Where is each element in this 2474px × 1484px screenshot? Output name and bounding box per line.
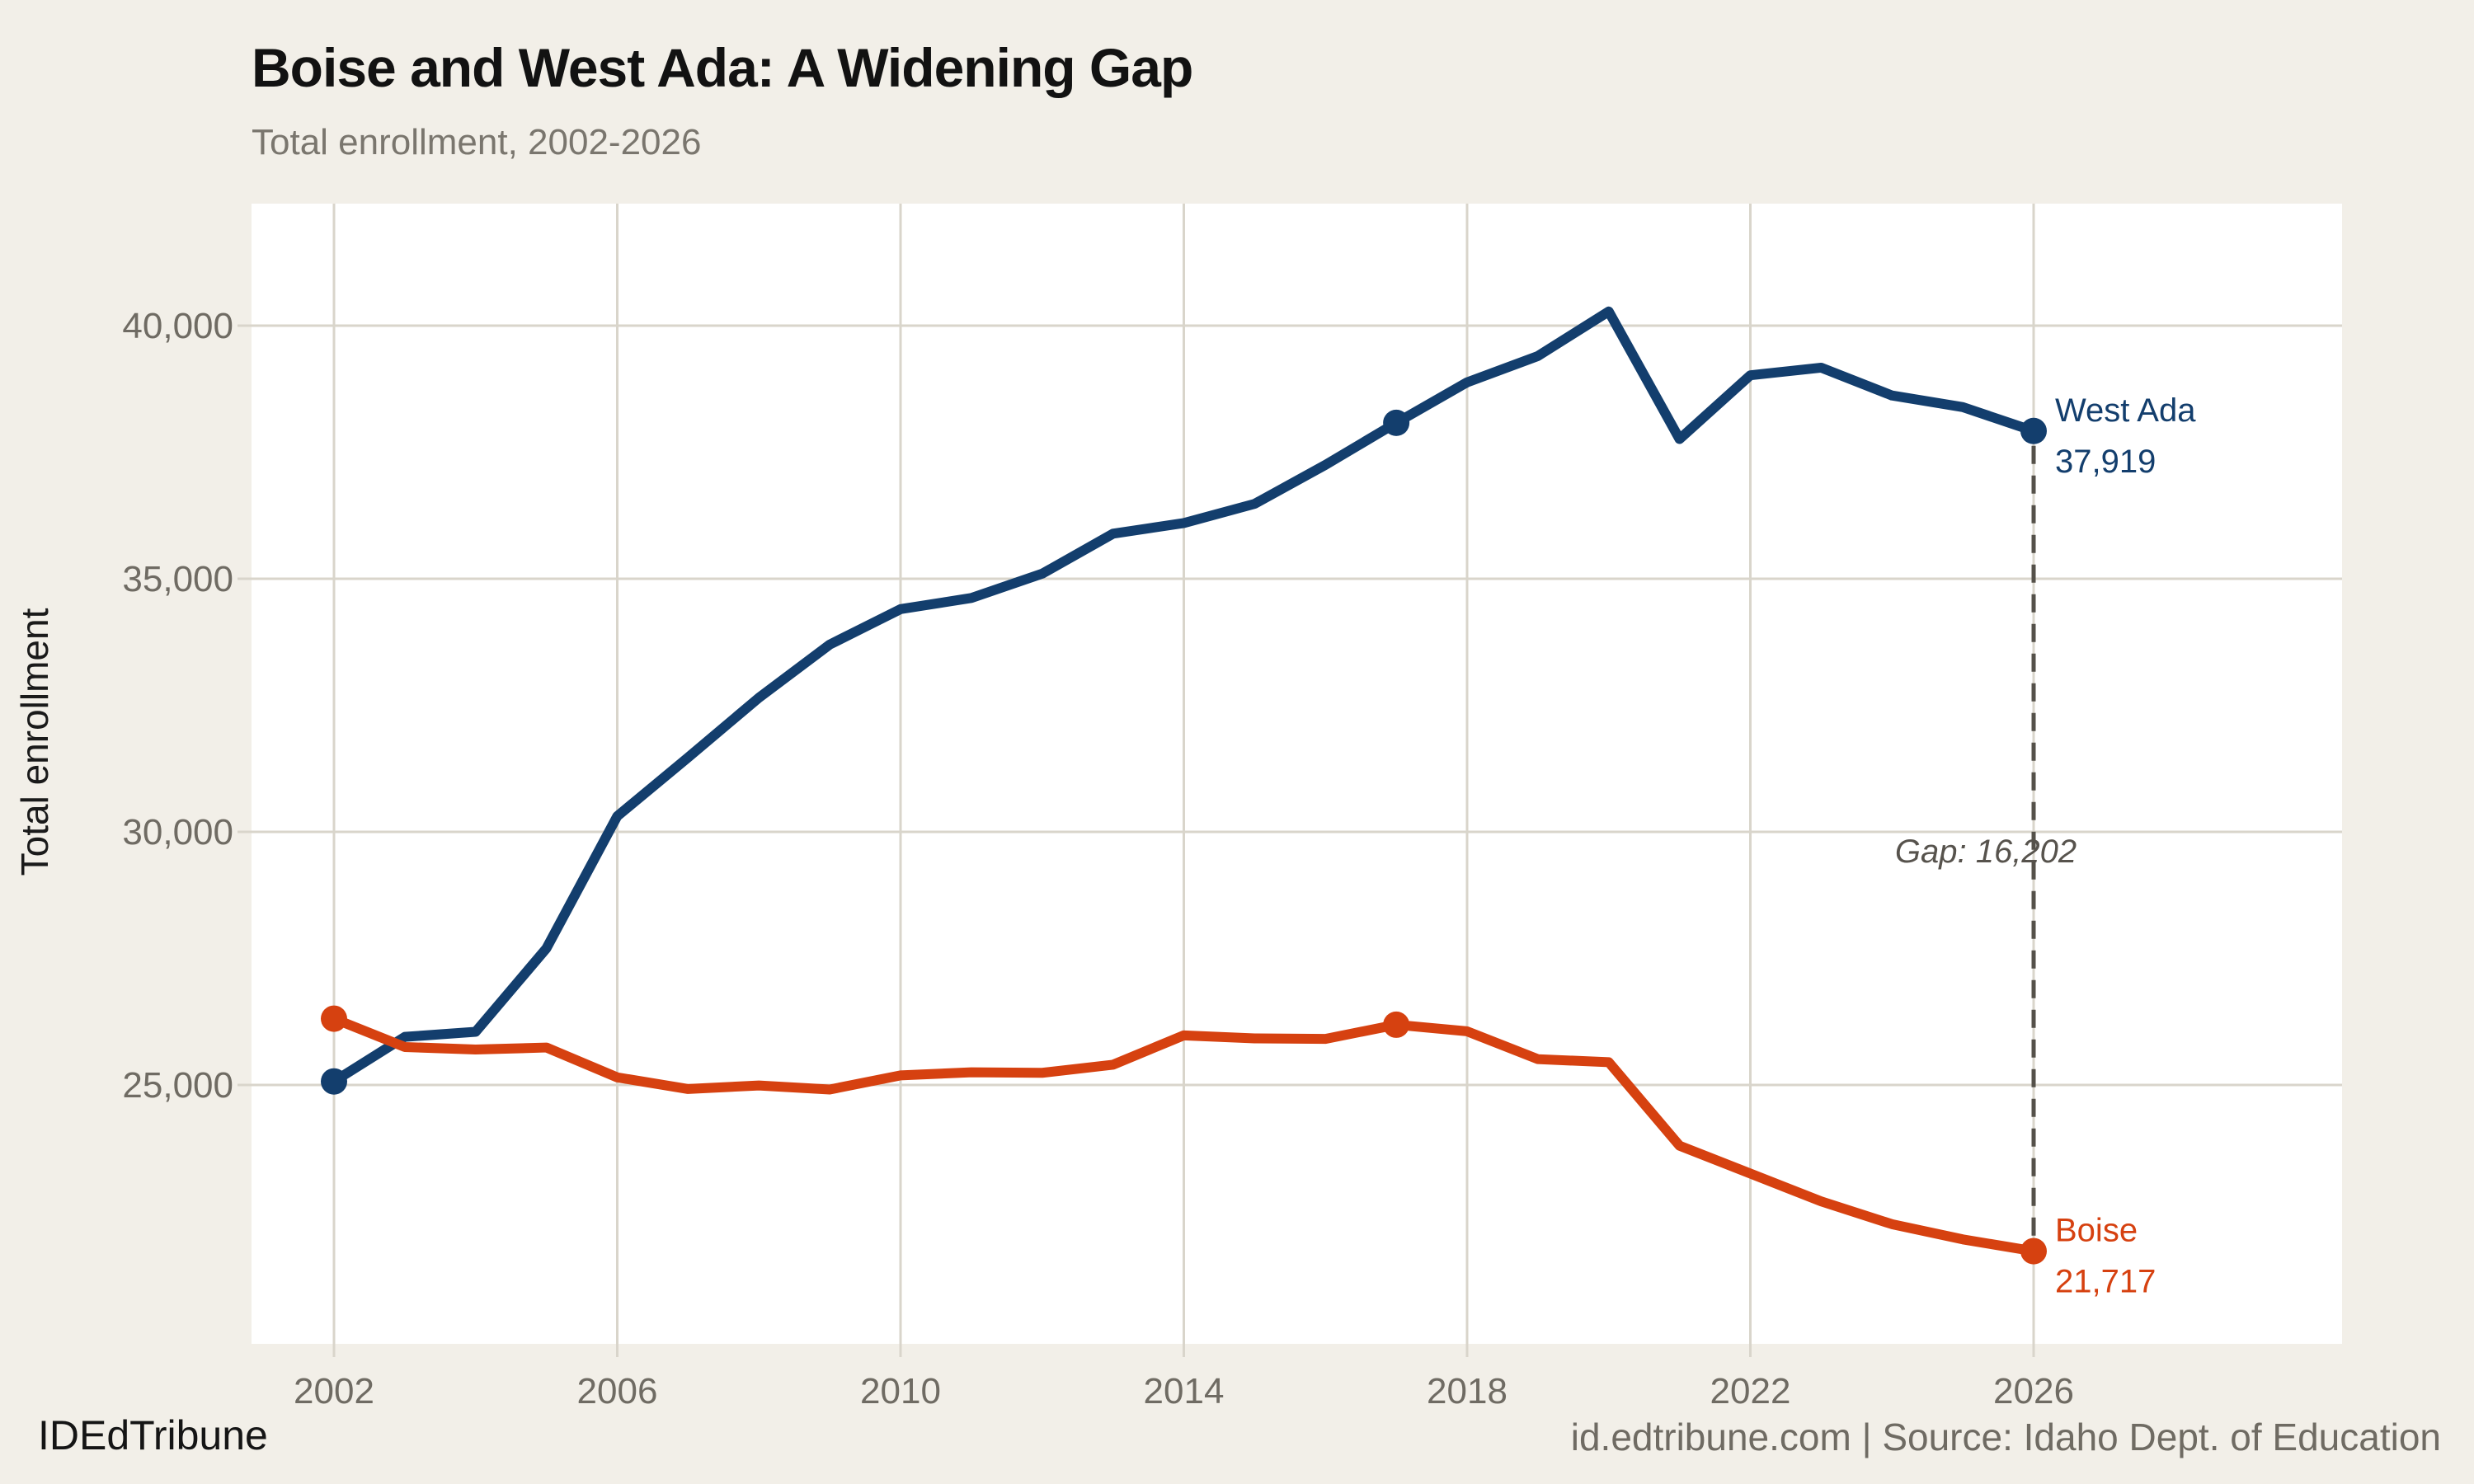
y-tick-label-35000: 35,000 bbox=[122, 559, 233, 599]
marker-dot-boise-2017 bbox=[1383, 1011, 1410, 1038]
footer-source-attribution: id.edtribune.com | Source: Idaho Dept. o… bbox=[1570, 1416, 2441, 1458]
x-tick-label-2022: 2022 bbox=[1710, 1371, 1791, 1411]
end-label-name-boise: Boise bbox=[2055, 1213, 2138, 1249]
marker-dot-boise-2026 bbox=[2020, 1237, 2047, 1265]
marker-dot-west-ada-2017 bbox=[1383, 409, 1410, 436]
y-tick-label-40000: 40,000 bbox=[122, 306, 233, 346]
x-tick-label-2014: 2014 bbox=[1144, 1371, 1225, 1411]
x-tick-label-2006: 2006 bbox=[577, 1371, 658, 1411]
gap-annotation: Gap: 16,202 bbox=[1895, 834, 2077, 870]
series-line-west-ada bbox=[329, 306, 2039, 1087]
y-tick-label-25000: 25,000 bbox=[122, 1065, 233, 1106]
y-axis-title: Total enrollment bbox=[13, 608, 56, 876]
x-tick-label-2026: 2026 bbox=[1993, 1371, 2074, 1411]
x-tick-label-2018: 2018 bbox=[1427, 1371, 1507, 1411]
chart-title: Boise and West Ada: A Widening Gap bbox=[252, 37, 1193, 98]
x-tick-label-2002: 2002 bbox=[294, 1371, 374, 1411]
marker-dot-boise-2002 bbox=[321, 1005, 347, 1032]
chart-subtitle: Total enrollment, 2002-2026 bbox=[252, 122, 702, 162]
marker-dot-west-ada-2026 bbox=[2020, 417, 2047, 444]
y-tick-label-30000: 30,000 bbox=[122, 812, 233, 852]
end-label-name-west-ada: West Ada bbox=[2055, 392, 2196, 429]
end-label-value-west-ada: 37,919 bbox=[2055, 444, 2156, 480]
end-label-value-boise: 21,717 bbox=[2055, 1264, 2156, 1300]
plot-area bbox=[252, 204, 2342, 1344]
footer-brand: IDEdTribune bbox=[38, 1412, 268, 1458]
x-tick-label-2010: 2010 bbox=[860, 1371, 941, 1411]
marker-dot-west-ada-2002 bbox=[321, 1068, 347, 1095]
series-line-boise bbox=[329, 1013, 2039, 1256]
